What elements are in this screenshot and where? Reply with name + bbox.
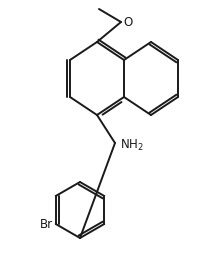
Text: NH$_2$: NH$_2$	[120, 138, 144, 152]
Text: Br: Br	[40, 218, 53, 230]
Text: O: O	[123, 15, 132, 29]
